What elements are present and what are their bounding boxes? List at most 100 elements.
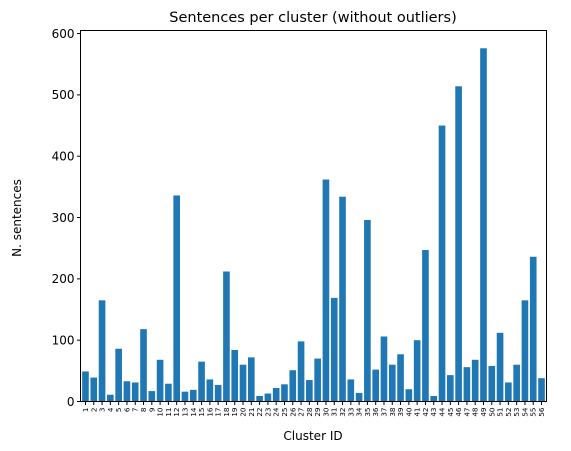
x-tick-label: 11 [164,408,173,417]
x-tick-label: 37 [379,408,388,417]
x-tick-label: 35 [363,408,372,417]
bar-7 [131,382,139,402]
x-tick-label: 55 [529,408,538,417]
x-tick-label: 16 [205,407,214,417]
x-tick-label: 31 [330,408,339,417]
x-tick-label: 6 [122,407,131,412]
x-tick-label: 25 [280,408,289,417]
x-tick-label: 15 [197,408,206,417]
bar-42 [422,250,429,402]
bar-6 [123,381,131,402]
x-tick-label: 29 [313,407,322,417]
bar-4 [107,394,114,402]
x-tick-label: 21 [247,408,256,417]
x-tick-label: 1 [81,408,90,413]
bar-24 [272,388,280,402]
bar-5 [115,348,122,402]
bar-2 [90,377,98,402]
x-tick-label: 18 [222,407,231,417]
bar-16 [206,379,214,402]
x-tick-label: 33 [346,408,355,417]
x-tick-label: 20 [239,407,248,417]
x-tick-label: 28 [305,407,314,417]
x-tick-label: 50 [487,407,496,417]
bar-1 [82,371,89,402]
bar-15 [198,361,205,402]
bar-33 [347,379,355,402]
plot-frame [80,30,547,402]
x-tick-label: 36 [371,407,380,417]
bar-23 [264,393,272,402]
x-tick-label: 56 [537,407,546,417]
x-tick-label: 27 [297,408,306,417]
y-ticks-group: 0 100 200 300 400 500 600 [52,27,81,409]
bar-30 [322,179,330,402]
x-tick-label: 17 [214,408,223,417]
y-axis-label: N. sentences [10,179,24,257]
y-tick-label: 400 [52,150,75,164]
y-tick-label: 300 [52,211,75,225]
bar-50 [488,365,496,402]
x-tick-label: 22 [255,408,264,417]
x-tick-label: 51 [496,408,505,417]
x-tick-label: 14 [189,407,198,417]
bar-43 [430,395,438,402]
bar-8 [140,329,147,402]
x-tick-label: 13 [180,408,189,417]
bar-17 [214,384,222,402]
bar-12 [173,195,180,402]
bar-40 [405,389,413,402]
bar-51 [496,332,504,402]
bar-45 [447,375,454,402]
x-tick-label: 44 [438,407,447,417]
bar-27 [297,341,305,402]
x-tick-label: 52 [504,408,513,417]
bar-49 [480,48,487,402]
bar-54 [521,300,529,402]
bar-26 [289,370,297,402]
bars-group [82,48,545,402]
bar-36 [372,369,379,402]
chart-title: Sentences per cluster (without outliers) [169,10,456,26]
x-tick-label: 46 [454,407,463,417]
bar-47 [463,367,471,402]
bar-44 [438,125,446,402]
x-tick-label: 19 [230,407,239,417]
bar-48 [471,359,479,402]
y-tick-label: 600 [52,27,75,41]
bar-34 [355,392,363,402]
x-tick-label: 26 [288,407,297,417]
x-tick-label: 49 [479,407,488,417]
x-tick-label: 40 [404,407,413,417]
x-tick-label: 23 [263,408,272,417]
x-tick-label: 39 [396,407,405,417]
bar-41 [413,340,421,402]
bar-11 [165,383,172,402]
bar-10 [156,359,164,402]
bar-14 [189,389,197,402]
bar-32 [339,196,346,402]
x-tick-label: 4 [106,407,115,412]
x-tick-label: 47 [462,408,471,417]
x-tick-label: 53 [512,408,521,417]
bar-3 [98,300,106,402]
x-tick-label: 38 [388,407,397,417]
bar-38 [388,364,396,402]
x-tick-label: 2 [89,408,98,413]
bar-52 [505,382,512,402]
bar-13 [181,391,189,402]
bar-29 [314,358,321,402]
x-tick-label: 48 [471,407,480,417]
bar-21 [247,357,255,402]
bar-55 [529,256,537,402]
x-tick-label: 34 [355,407,364,417]
y-tick-label: 200 [52,272,75,286]
bar-22 [256,395,263,402]
x-tick-label: 41 [413,408,422,417]
bar-56 [538,378,545,402]
bar-28 [306,380,313,402]
bar-35 [364,219,371,402]
y-tick-label: 0 [67,395,75,409]
